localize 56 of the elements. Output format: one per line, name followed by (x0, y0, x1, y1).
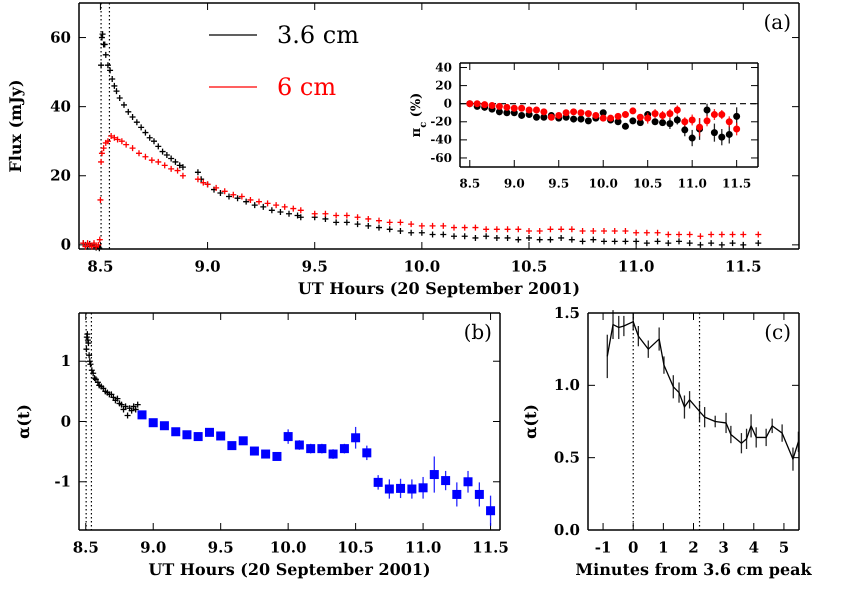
y-tick-label: 0.0 (554, 520, 580, 539)
x-tick-label: 10.0 (270, 538, 306, 557)
x-tick-label: 8.5 (87, 258, 114, 276)
y-axis-title: α(t) (14, 404, 33, 439)
x-tick-label: 11.5 (472, 538, 509, 557)
x-tick-label: 11.0 (678, 176, 707, 191)
annotation: (c) (764, 320, 791, 344)
x-tick-label: 11.5 (722, 176, 752, 191)
x-tick-label: 11.5 (725, 258, 762, 276)
y-axis-title: Flux (mJy) (6, 79, 25, 173)
y-tick-label: -20 (430, 114, 452, 129)
y-tick-label: -1 (54, 472, 71, 491)
x-tick-label: 0 (628, 538, 638, 557)
x-tick-label: 8.5 (72, 538, 99, 557)
x-tick-label: 8.5 (459, 176, 480, 191)
y-tick-label: 0 (60, 236, 71, 254)
y-axis-title: α(t) (521, 404, 540, 439)
x-tick-label: 9.5 (302, 258, 328, 276)
x-axis-title: UT Hours (20 September 2001) (298, 279, 580, 298)
x-tick-label: 9.0 (140, 538, 166, 557)
x-tick-label: 5 (778, 538, 790, 557)
x-axis-title: UT Hours (20 September 2001) (148, 560, 431, 579)
x-tick-label: 10.5 (337, 538, 374, 557)
y-tick-label: 20 (435, 78, 452, 92)
y-tick-label: 20 (50, 166, 71, 185)
x-tick-label: 10.0 (588, 176, 618, 191)
x-tick-label: 9.0 (194, 258, 221, 276)
y-tick-label: -40 (430, 132, 452, 147)
y-tick-label: 40 (435, 60, 452, 74)
legend-label: 3.6 cm (277, 21, 360, 49)
y-tick-label: -60 (430, 150, 452, 165)
annotation: (a) (763, 10, 791, 34)
x-tick-label: 10.5 (633, 176, 662, 191)
x-tick-label: 9.5 (548, 176, 570, 191)
x-tick-label: 4 (748, 538, 760, 557)
x-tick-label: 10.0 (404, 258, 440, 276)
x-tick-label: 9.5 (208, 538, 234, 557)
x-tick-label: 2 (688, 538, 699, 557)
x-tick-label: -1 (594, 538, 612, 557)
x-tick-label: 11.0 (618, 258, 654, 276)
legend-label: 6 cm (277, 73, 336, 101)
annotation: (b) (464, 320, 492, 344)
x-tick-label: 11.0 (404, 538, 442, 557)
y-tick-label: 40 (50, 97, 71, 116)
x-tick-label: 3 (718, 538, 729, 557)
y-tick-label: 60 (50, 28, 71, 46)
x-tick-label: 9.0 (504, 176, 525, 191)
x-tick-label: 10.5 (510, 258, 548, 276)
y-tick-label: 0 (444, 96, 452, 111)
y-tick-label: 0 (60, 412, 71, 430)
y-tick-label: 1.0 (554, 376, 580, 394)
x-tick-label: 1 (658, 538, 669, 557)
y-tick-label: 1 (60, 352, 71, 370)
y-tick-label: 1.5 (554, 304, 580, 322)
y-tick-label: 0.5 (554, 448, 580, 466)
x-axis-title: Minutes from 3.6 cm peak (575, 560, 812, 579)
